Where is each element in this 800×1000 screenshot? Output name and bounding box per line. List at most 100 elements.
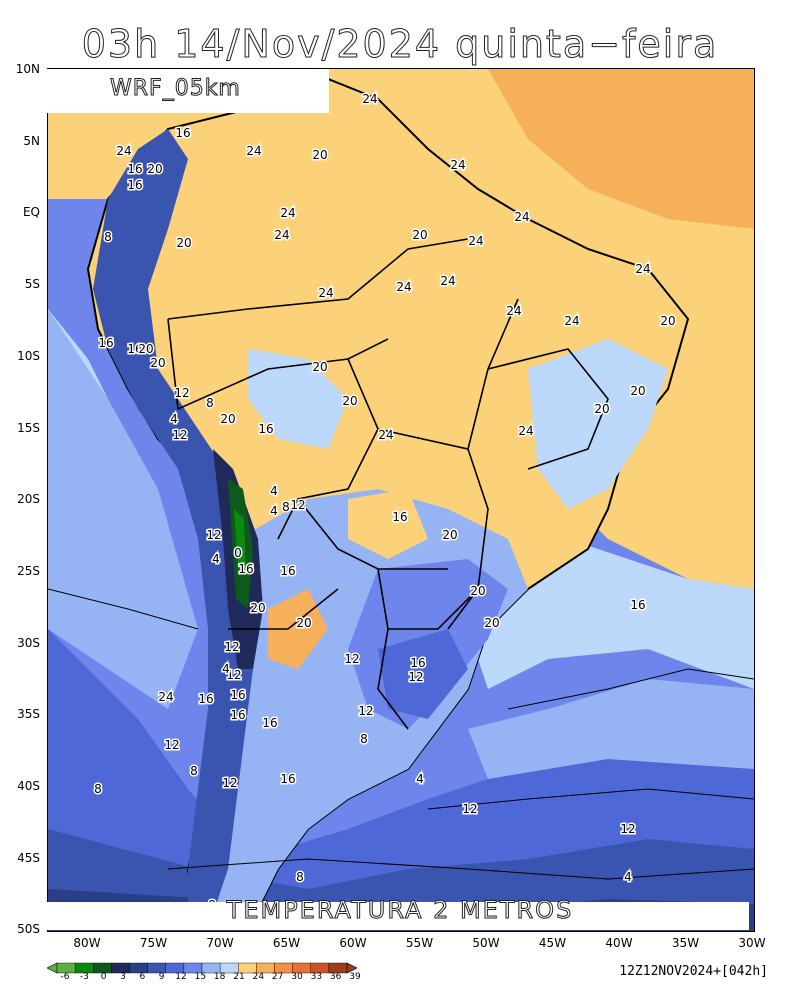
contour-label: 20 (342, 394, 357, 408)
contour-label: 16 (98, 336, 113, 350)
contour-label: 24 (246, 144, 261, 158)
contour-label: 4 (170, 412, 178, 426)
contour-label: 16 (175, 126, 190, 140)
contour-label: 12 (408, 670, 423, 684)
lat-tick: 35S (17, 707, 40, 722)
contour-label: 8 (190, 764, 198, 778)
contour-label: 24 (280, 206, 295, 220)
contour-label: 20 (470, 584, 485, 598)
map-title: 03h 14/Nov/2024 quinta−feira (81, 22, 719, 67)
temperature-map: 24 16 24 20 24 16 20 16 24 24 8 24 20 24 20 24 24 24 24 24 2… (47, 68, 755, 932)
colorbar-tick-label: 18 (213, 972, 226, 982)
contour-label: 16 (127, 178, 142, 192)
contour-label: 12 (222, 776, 237, 790)
contour-label: 16 (198, 692, 213, 706)
contour-label: 16 (280, 564, 295, 578)
contour-label: 20 (150, 356, 165, 370)
lon-tick: 50W (472, 936, 500, 950)
lon-tick: 30W (738, 936, 766, 950)
contour-label: 16 (238, 562, 253, 576)
colorbar-high-arrow (346, 962, 357, 974)
colorbar-tick-label: 36 (329, 972, 342, 982)
contour-label: 20 (176, 236, 191, 250)
contour-label: 16 (230, 688, 245, 702)
lon-tick: 35W (671, 936, 700, 950)
contour-label: 24 (506, 304, 521, 318)
contour-label: 8 (296, 870, 304, 884)
colorbar-tick-label: 27 (271, 972, 284, 982)
colorbar-tick-label: 9 (158, 972, 165, 982)
contour-label: 24 (440, 274, 455, 288)
contour-label: 20 (312, 360, 327, 374)
lat-tick: 5N (23, 133, 40, 148)
lat-tick: 25S (17, 563, 40, 578)
contour-label: 12 (344, 652, 359, 666)
contour-label: 24 (468, 234, 483, 248)
lat-tick: 10N (15, 62, 40, 76)
colorbar-tick-label: 30 (291, 972, 303, 982)
lat-tick: 40S (17, 779, 40, 793)
contour-label: 0 (234, 546, 242, 560)
variable-label: TEMPERATURA 2 METROS (226, 896, 574, 925)
lon-tick: 55W (405, 936, 434, 950)
contour-label: 4 (270, 484, 278, 498)
contour-label: 4 (270, 504, 278, 518)
colorbar-tick-label: 0 (100, 972, 107, 982)
colorbar-tick-label: 6 (139, 972, 146, 982)
lon-tick: 80W (73, 936, 101, 950)
contour-label: 16 (392, 510, 407, 524)
contour-label: 24 (318, 286, 333, 300)
contour-label: 24 (116, 144, 131, 158)
contour-label: 8 (282, 500, 290, 514)
lon-tick: 70W (206, 936, 234, 950)
lat-tick: 45S (17, 850, 40, 865)
lat-tick: EQ (22, 205, 40, 220)
contour-label: 20 (220, 412, 235, 426)
colorbar-tick-label: 15 (194, 972, 207, 982)
contour-label: 20 (412, 228, 427, 242)
contour-label: 16 (262, 716, 277, 730)
contour-label: 24 (362, 92, 377, 106)
contour-label: 20 (138, 342, 153, 356)
colorbar (47, 962, 357, 974)
contour-label: 24 (396, 280, 411, 294)
contour-label: 20 (484, 616, 499, 630)
colorbar-tick-label: 3 (120, 972, 126, 982)
contour-label: 12 (358, 704, 373, 718)
contour-label: 20 (250, 601, 265, 615)
contour-label: 8 (94, 782, 102, 796)
contour-label: 20 (660, 314, 675, 328)
lon-tick: 75W (139, 936, 168, 950)
colorbar-tick-label: 21 (233, 972, 245, 982)
contour-label: 16 (258, 422, 273, 436)
contour-label: 8 (206, 396, 214, 410)
contour-label: 16 (127, 162, 142, 176)
lat-tick: 15S (17, 420, 40, 435)
contour-label: 24 (274, 228, 289, 242)
lon-tick: 65W (272, 936, 301, 950)
contour-label: 12 (290, 498, 305, 512)
contour-label: 24 (450, 158, 465, 172)
contour-label: 24 (158, 690, 173, 704)
colorbar-tick-label: 24 (252, 972, 265, 982)
contour-label: 12 (462, 802, 477, 816)
contour-label: 16 (410, 656, 425, 670)
colorbar-tick-label: 39 (349, 972, 361, 982)
contour-label: 24 (378, 428, 393, 442)
contour-label: 12 (620, 822, 635, 836)
contour-label: 16 (630, 598, 645, 612)
lon-tick: 60W (339, 936, 367, 950)
lat-tick: 30S (17, 635, 40, 650)
contour-label: 12 (164, 738, 179, 752)
contour-label: 24 (564, 314, 579, 328)
contour-label: 12 (174, 386, 189, 400)
contour-label: 16 (127, 342, 142, 356)
contour-label: 12 (172, 428, 187, 442)
colorbar-tick-label: 33 (310, 972, 323, 982)
contour-label: 20 (147, 162, 162, 176)
footer-box (47, 902, 749, 930)
contour-label: 16 (230, 708, 245, 722)
contour-label: 24 (635, 262, 650, 276)
